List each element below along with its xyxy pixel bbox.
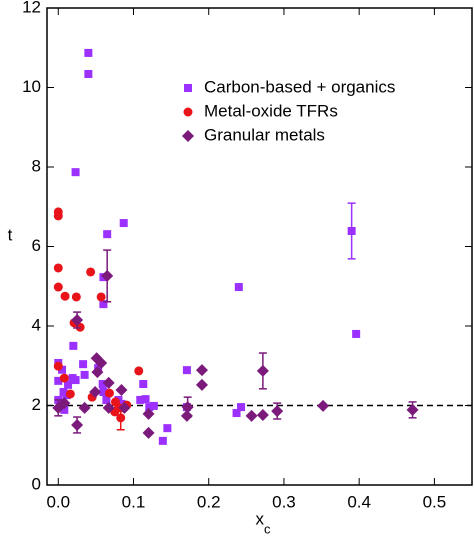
square-marker bbox=[58, 365, 67, 374]
diamond-marker bbox=[406, 403, 419, 416]
circle-marker bbox=[65, 389, 75, 399]
y-axis-label: t bbox=[8, 225, 13, 244]
diamond-marker bbox=[115, 383, 128, 396]
square-marker bbox=[158, 436, 167, 445]
square-marker bbox=[352, 329, 361, 338]
square-marker bbox=[64, 380, 73, 389]
diamond-marker bbox=[118, 401, 131, 414]
circle-marker bbox=[86, 267, 96, 277]
square-marker bbox=[237, 403, 246, 412]
diamond-marker bbox=[102, 401, 115, 414]
circle-marker bbox=[53, 361, 63, 371]
diamond-marker bbox=[102, 376, 115, 389]
x-tick-label: 0.1 bbox=[122, 492, 146, 511]
square-marker bbox=[232, 409, 241, 418]
legend-marker bbox=[183, 107, 193, 117]
square-marker bbox=[145, 403, 154, 412]
square-marker bbox=[163, 424, 172, 433]
circle-marker bbox=[71, 292, 81, 302]
diamond-marker bbox=[271, 405, 284, 418]
x-tick-label: 0.2 bbox=[197, 492, 221, 511]
plot-frame bbox=[46, 7, 473, 486]
diamond-marker bbox=[89, 385, 102, 398]
diamond-marker bbox=[91, 366, 104, 379]
legend-marker bbox=[182, 130, 194, 142]
diamond-marker bbox=[58, 397, 71, 410]
diamond-marker bbox=[142, 426, 155, 439]
square-marker bbox=[69, 341, 78, 350]
square-marker bbox=[98, 380, 107, 389]
diamond-marker bbox=[195, 378, 208, 391]
y-tick-label: 8 bbox=[32, 156, 41, 175]
square-marker bbox=[119, 219, 128, 228]
circle-marker bbox=[59, 373, 69, 383]
legend-marker bbox=[184, 84, 192, 92]
square-marker bbox=[149, 401, 158, 410]
x-tick-label: 0.5 bbox=[423, 492, 447, 511]
x-tick-label: 0.3 bbox=[272, 492, 296, 511]
diamond-marker bbox=[71, 314, 84, 327]
y-tick-label: 0 bbox=[32, 474, 41, 493]
square-marker bbox=[84, 69, 93, 78]
diamond-marker bbox=[52, 401, 65, 414]
diamond-marker bbox=[245, 409, 258, 422]
diamond-marker bbox=[101, 269, 114, 282]
diamond-marker bbox=[95, 356, 108, 369]
circle-marker bbox=[53, 211, 63, 221]
square-marker bbox=[347, 226, 356, 235]
square-marker bbox=[79, 360, 88, 369]
circle-marker bbox=[96, 292, 106, 302]
square-marker bbox=[102, 395, 111, 404]
square-marker bbox=[54, 376, 63, 385]
circle-marker bbox=[134, 366, 144, 376]
legend-label: Metal-oxide TFRs bbox=[204, 101, 338, 120]
x-tick-label: 0.4 bbox=[347, 492, 371, 511]
diamond-marker bbox=[78, 401, 91, 414]
square-marker bbox=[80, 370, 89, 379]
circle-marker bbox=[53, 282, 63, 292]
square-marker bbox=[141, 395, 150, 404]
square-marker bbox=[117, 399, 126, 408]
x-axis-label: x bbox=[256, 509, 265, 528]
y-tick-label: 2 bbox=[32, 395, 41, 414]
diamond-marker bbox=[180, 409, 193, 422]
diamond-marker bbox=[181, 401, 194, 414]
diamond-marker bbox=[71, 418, 84, 431]
y-tick-label: 12 bbox=[22, 0, 41, 16]
square-marker bbox=[103, 230, 112, 239]
square-marker bbox=[99, 300, 108, 309]
square-marker bbox=[234, 283, 243, 292]
diamond-marker bbox=[256, 364, 269, 377]
square-marker bbox=[60, 405, 69, 414]
square-marker bbox=[99, 387, 108, 396]
square-marker bbox=[139, 380, 148, 389]
legend-label: Carbon-based + organics bbox=[204, 77, 395, 96]
square-marker bbox=[68, 374, 77, 383]
diamond-marker bbox=[317, 399, 330, 412]
diamond-marker bbox=[195, 364, 208, 377]
circle-marker bbox=[104, 388, 114, 398]
circle-marker bbox=[116, 413, 126, 423]
x-axis-label-subscript: c bbox=[264, 521, 271, 536]
square-marker bbox=[136, 395, 145, 404]
square-marker bbox=[71, 168, 80, 177]
diamond-marker bbox=[142, 407, 155, 420]
diamond-marker bbox=[256, 409, 269, 422]
y-tick-label: 4 bbox=[32, 315, 41, 334]
y-tick-label: 10 bbox=[22, 77, 41, 96]
square-marker bbox=[84, 48, 93, 57]
circle-marker bbox=[60, 291, 70, 301]
legend-label: Granular metals bbox=[204, 125, 325, 144]
y-tick-label: 6 bbox=[32, 236, 41, 255]
square-marker bbox=[182, 366, 191, 375]
x-tick-label: 0.0 bbox=[46, 492, 70, 511]
circle-marker bbox=[53, 263, 63, 273]
